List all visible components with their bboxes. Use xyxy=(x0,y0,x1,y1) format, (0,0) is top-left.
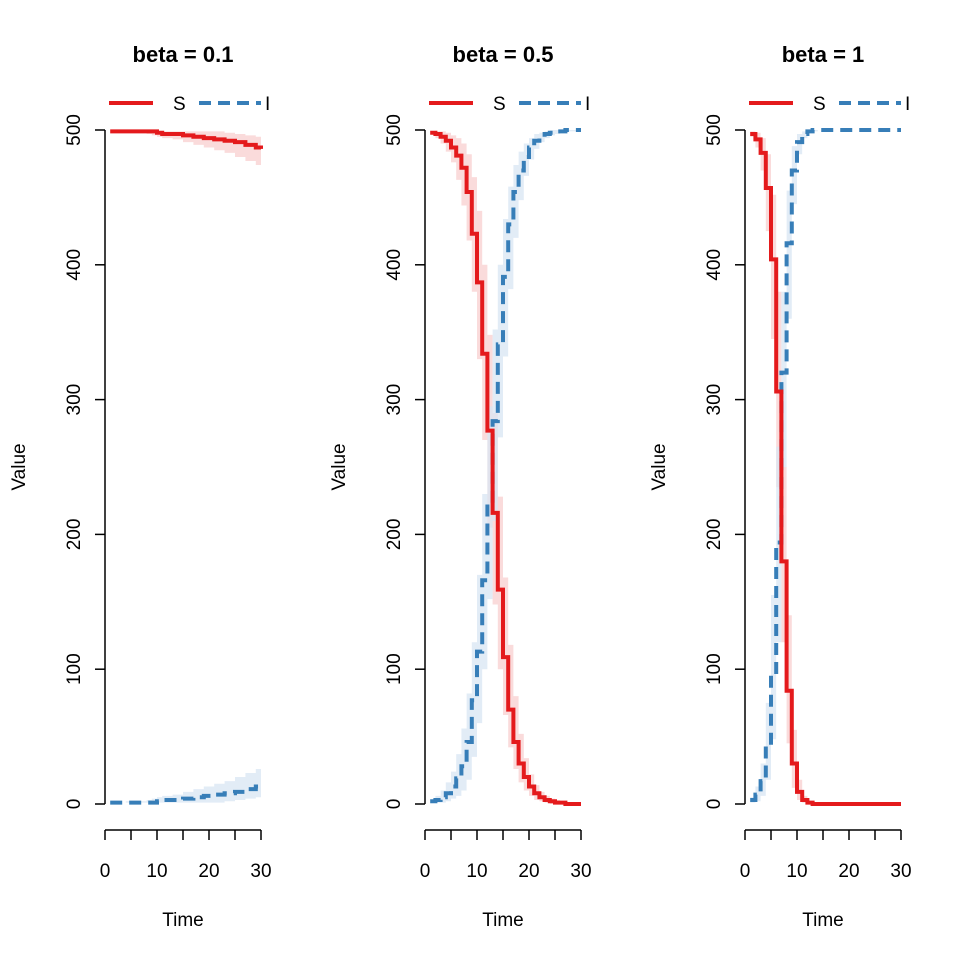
x-axis-label: Time xyxy=(482,910,524,931)
x-tick-label: 30 xyxy=(890,861,911,882)
x-axis: 0 10 20 30 Time xyxy=(420,829,592,931)
panel-title: beta = 0.1 xyxy=(133,42,234,67)
y-tick-label: 500 xyxy=(64,114,85,146)
legend-label-s: S xyxy=(493,94,506,115)
y-tick-label: 500 xyxy=(384,114,405,146)
x-tick-label: 20 xyxy=(838,861,859,882)
legend-label-i: I xyxy=(265,94,270,115)
x-tick-label: 10 xyxy=(786,861,807,882)
x-tick-label: 10 xyxy=(466,861,487,882)
x-tick-label: 20 xyxy=(198,861,219,882)
y-tick-label: 400 xyxy=(384,249,405,281)
y-tick-label: 100 xyxy=(704,653,725,685)
series-line-s xyxy=(430,130,581,806)
x-tick-label: 30 xyxy=(250,861,271,882)
y-axis: 0 100 200 300 400 500 Value xyxy=(649,114,746,810)
y-tick-label: 0 xyxy=(384,799,405,810)
y-tick-label: 200 xyxy=(64,519,85,551)
y-tick-label: 300 xyxy=(64,384,85,416)
legend-label-s: S xyxy=(173,94,186,115)
panel-title: beta = 0.5 xyxy=(453,42,554,67)
y-tick-label: 0 xyxy=(704,799,725,810)
series-line-i xyxy=(750,128,901,802)
x-axis-label: Time xyxy=(162,910,204,931)
y-tick-label: 200 xyxy=(384,519,405,551)
x-tick-label: 30 xyxy=(570,861,591,882)
legend-label-i: I xyxy=(585,94,590,115)
series-line-s xyxy=(750,132,901,806)
y-tick-label: 400 xyxy=(704,249,725,281)
x-axis-label: Time xyxy=(802,910,844,931)
y-tick-label: 500 xyxy=(704,114,725,146)
y-tick-label: 300 xyxy=(384,384,405,416)
y-tick-label: 0 xyxy=(64,799,85,810)
x-tick-label: 0 xyxy=(420,861,431,882)
y-axis-label: Value xyxy=(649,443,670,490)
band-i xyxy=(430,130,581,803)
y-axis-label: Value xyxy=(329,443,350,490)
y-tick-label: 100 xyxy=(384,653,405,685)
y-tick-label: 300 xyxy=(704,384,725,416)
x-tick-label: 20 xyxy=(518,861,539,882)
x-tick-label: 0 xyxy=(740,861,751,882)
y-axis: 0 100 200 300 400 500 Value xyxy=(9,114,106,810)
x-tick-label: 10 xyxy=(146,861,167,882)
band-s xyxy=(430,131,581,804)
series-line-s xyxy=(110,129,263,150)
y-axis: 0 100 200 300 400 500 Value xyxy=(329,114,426,810)
series-line-i xyxy=(430,128,581,804)
y-axis-label: Value xyxy=(9,443,30,490)
legend-label-i: I xyxy=(905,94,910,115)
y-tick-label: 400 xyxy=(64,249,85,281)
x-axis: 0 10 20 30 Time xyxy=(100,829,272,931)
x-tick-label: 0 xyxy=(100,861,111,882)
series-line-i xyxy=(110,784,263,805)
y-tick-label: 200 xyxy=(704,519,725,551)
panel-title: beta = 1 xyxy=(782,42,865,67)
x-axis: 0 10 20 30 Time xyxy=(740,829,912,931)
legend-label-s: S xyxy=(813,94,826,115)
y-tick-label: 100 xyxy=(64,653,85,685)
